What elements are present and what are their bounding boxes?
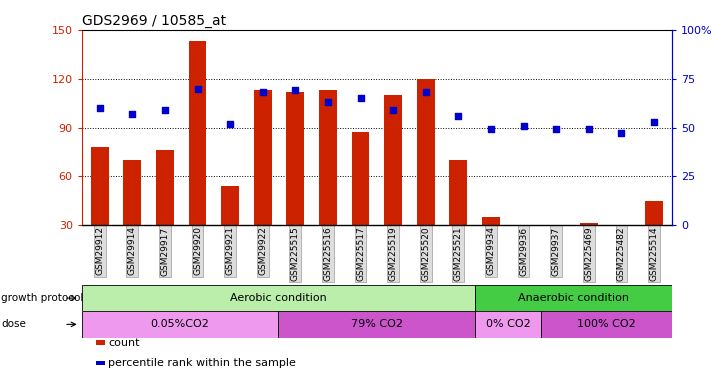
- Text: 100% CO2: 100% CO2: [577, 320, 636, 329]
- Point: [485, 126, 496, 132]
- Point: [550, 126, 562, 132]
- Text: Aerobic condition: Aerobic condition: [230, 293, 327, 303]
- Bar: [449, 160, 467, 225]
- Point: [518, 123, 529, 129]
- Bar: [123, 160, 141, 225]
- Text: dose: dose: [1, 320, 26, 329]
- Point: [257, 89, 269, 95]
- Text: 0% CO2: 0% CO2: [486, 320, 530, 329]
- Bar: [279, 311, 475, 338]
- Bar: [475, 311, 541, 338]
- Bar: [188, 41, 206, 225]
- Text: GDS2969 / 10585_at: GDS2969 / 10585_at: [82, 13, 226, 28]
- Bar: [579, 224, 598, 225]
- Bar: [91, 147, 109, 225]
- Point: [648, 118, 660, 124]
- Point: [583, 126, 594, 132]
- Text: 0.05%CO2: 0.05%CO2: [151, 320, 210, 329]
- Point: [192, 86, 203, 92]
- Point: [420, 89, 432, 95]
- Bar: [82, 285, 475, 311]
- Text: 79% CO2: 79% CO2: [351, 320, 403, 329]
- Bar: [156, 150, 174, 225]
- Text: Anaerobic condition: Anaerobic condition: [518, 293, 629, 303]
- Bar: [417, 79, 434, 225]
- Point: [355, 95, 366, 101]
- Point: [387, 107, 399, 113]
- Text: count: count: [108, 338, 139, 348]
- Point: [453, 113, 464, 119]
- Bar: [319, 90, 337, 225]
- Bar: [254, 90, 272, 225]
- Bar: [515, 225, 533, 238]
- Bar: [384, 95, 402, 225]
- Bar: [475, 285, 672, 311]
- Point: [159, 107, 171, 113]
- Text: growth protocol: growth protocol: [1, 293, 84, 303]
- Point: [127, 111, 138, 117]
- Point: [616, 130, 627, 136]
- Bar: [82, 311, 279, 338]
- Bar: [482, 217, 500, 225]
- Bar: [645, 201, 663, 225]
- Point: [225, 121, 236, 127]
- Point: [94, 105, 105, 111]
- Point: [322, 99, 333, 105]
- Text: percentile rank within the sample: percentile rank within the sample: [108, 358, 296, 368]
- Point: [289, 87, 301, 93]
- Bar: [541, 311, 672, 338]
- Bar: [351, 132, 370, 225]
- Bar: [221, 186, 239, 225]
- Bar: [612, 225, 631, 240]
- Bar: [287, 92, 304, 225]
